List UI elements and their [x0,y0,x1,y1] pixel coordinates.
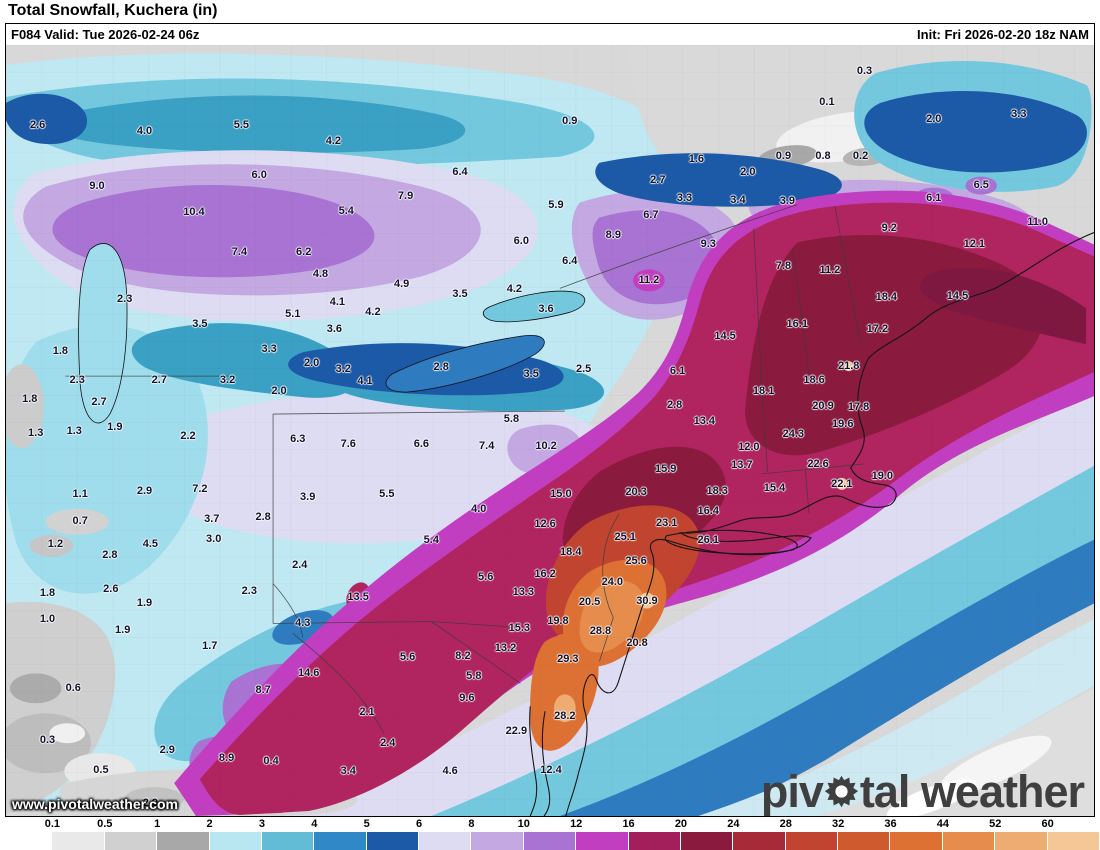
colorbar-tick-label: 2 [206,818,213,830]
colorbar-tick-label: 3 [258,818,265,830]
model-init-text: Init: Fri 2026-02-20 18z NAM [917,27,1089,42]
colorbar-tick-label: 44 [936,818,949,830]
colorbar-segment [419,832,472,850]
colorbar-segment [52,832,105,850]
colorbar-segment [680,832,734,850]
colorbar-tick-label: 8 [468,818,475,830]
colorbar-tick-label: 36 [884,818,897,830]
info-bar: F084 Valid: Tue 2026-02-24 06z Init: Fri… [6,24,1094,45]
colorbar-segment [314,832,367,850]
colorbar-tick-label: 6 [415,818,423,830]
colorbar-segment [104,832,158,850]
colorbar-tick-label: 52 [989,818,1002,830]
colorbar-segment [0,832,53,850]
colorbar-strip [0,832,1100,850]
page-title: Total Snowfall, Kuchera (in) [8,2,218,19]
colorbar: 0.1 0.5 1 2 3 4 5 6 8 10 12 16 20 24 28 32 36 44 52 60 [0,817,1100,850]
forecast-valid-text: F084 Valid: Tue 2026-02-24 06z [11,27,200,42]
colorbar-tick-label: 4 [311,818,318,830]
colorbar-tick-label: 28 [779,818,792,830]
colorbar-tick-label: 32 [831,818,845,830]
watermark: www.pivotalweather.com [12,796,178,812]
colorbar-segment [1047,832,1100,850]
colorbar-tick-label: 12 [570,818,583,830]
pivotal-weather-logo: piv tal weather [760,766,1085,816]
colorbar-tick-label: 10 [517,818,530,830]
map-frame: F084 Valid: Tue 2026-02-24 06z Init: Fri… [5,23,1095,817]
colorbar-segment [576,832,629,850]
colorbar-tick-label: 60 [1041,818,1054,830]
colorbar-segment [157,832,210,850]
coastline [529,232,1094,816]
colorbar-tick-label: 16 [622,818,635,830]
colorbar-segment [995,832,1048,850]
colorbar-tick-label: 0.5 [97,818,113,830]
colorbar-segment [942,832,996,850]
snowfall-map-graphic [6,45,1094,816]
colorbar-tick-label: 24 [727,818,740,830]
colorbar-segment [733,832,786,850]
colorbar-segment [785,832,838,850]
colorbar-segment [366,832,419,850]
colorbar-tick-label: 0.1 [44,818,61,830]
logo-text-prefix: piv [760,766,824,816]
colorbar-ticks: 0.1 0.5 1 2 3 4 5 6 8 10 12 16 20 24 28 32 36 44 52 60 [0,817,1100,832]
colorbar-tick-label: 1 [154,818,161,830]
colorbar-segment [890,832,943,850]
map-canvas: 2.6 4.0 5.5 4.2 0.9 0.3 0.1 1.6 0.9 0.8 0.2 2.0 3.3 2… [6,45,1094,816]
colorbar-segment [261,832,315,850]
colorbar-segment [628,832,681,850]
logo-text-suffix: tal weather [859,766,1085,816]
gear-icon [824,775,859,808]
colorbar-segment [523,832,577,850]
colorbar-tick-label: 5 [363,818,370,830]
colorbar-tick-label: 20 [674,818,688,830]
colorbar-segment [471,832,524,850]
colorbar-segment [838,832,891,850]
colorbar-segment [209,832,262,850]
